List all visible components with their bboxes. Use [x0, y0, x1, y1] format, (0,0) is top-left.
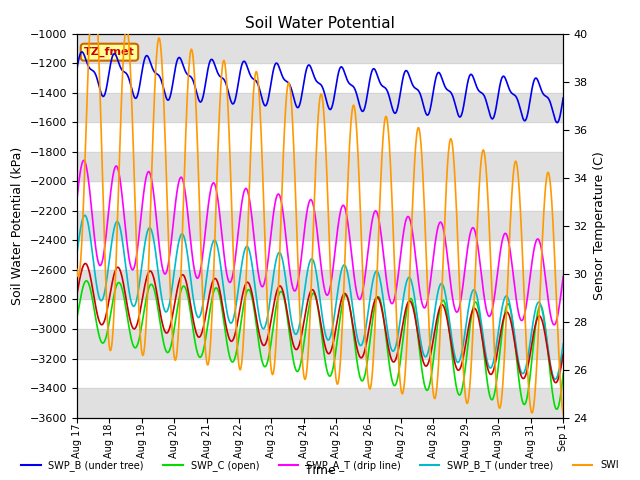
Bar — [77, 152, 563, 181]
Bar — [77, 270, 563, 300]
Title: Soil Water Potential: Soil Water Potential — [245, 16, 395, 31]
Text: TZ_fmet: TZ_fmet — [84, 47, 135, 57]
Y-axis label: Sensor Temperature (C): Sensor Temperature (C) — [593, 151, 607, 300]
Legend: SWP_B (under tree), SWP_C (open), SWP_A_T (drip line), SWP_B_T (under tree), SWI: SWP_B (under tree), SWP_C (open), SWP_A_… — [17, 456, 623, 475]
X-axis label: Time: Time — [305, 464, 335, 477]
Bar — [77, 329, 563, 359]
Bar — [77, 388, 563, 418]
Y-axis label: Soil Water Potential (kPa): Soil Water Potential (kPa) — [11, 146, 24, 305]
Bar — [77, 34, 563, 63]
Bar — [77, 211, 563, 240]
Bar — [77, 93, 563, 122]
